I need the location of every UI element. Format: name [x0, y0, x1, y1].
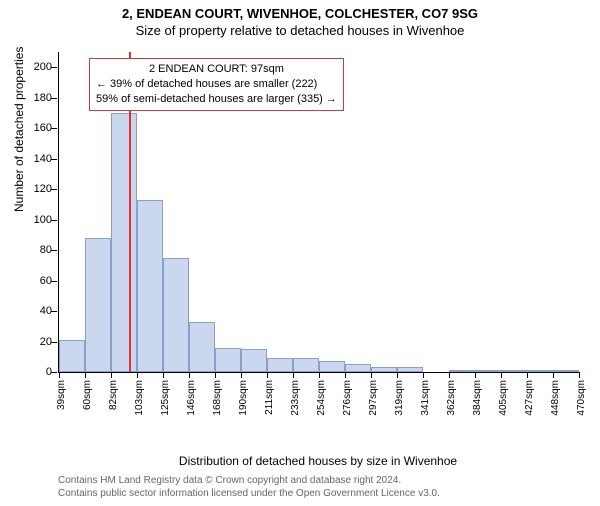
- histogram-bar: [553, 370, 579, 372]
- y-tick-label: 200: [22, 61, 52, 73]
- x-tick-label: 427sqm: [524, 380, 535, 416]
- x-tick: [579, 372, 580, 378]
- x-tick: [527, 372, 528, 378]
- x-tick-label: 341sqm: [420, 380, 431, 416]
- x-tick-label: 60sqm: [82, 380, 93, 410]
- histogram-bar: [527, 370, 553, 372]
- annotation-line-2: ← 39% of detached houses are smaller (22…: [96, 77, 337, 92]
- histogram-bar: [189, 322, 215, 372]
- histogram-bar: [267, 358, 293, 372]
- x-tick-label: 146sqm: [186, 380, 197, 416]
- x-tick: [215, 372, 216, 378]
- x-tick-label: 362sqm: [446, 380, 457, 416]
- y-tick-label: 140: [22, 153, 52, 165]
- x-tick: [397, 372, 398, 378]
- page-subtitle: Size of property relative to detached ho…: [0, 23, 600, 38]
- histogram-bar: [59, 340, 85, 372]
- y-tick-label: 100: [22, 214, 52, 226]
- x-tick: [85, 372, 86, 378]
- annotation-line-1: 2 ENDEAN COURT: 97sqm: [96, 62, 337, 77]
- histogram-bar: [241, 349, 267, 372]
- annotation-box: 2 ENDEAN COURT: 97sqm ← 39% of detached …: [89, 58, 344, 111]
- x-tick-label: 190sqm: [238, 380, 249, 416]
- histogram-bar: [137, 200, 163, 372]
- x-tick-label: 39sqm: [56, 380, 67, 410]
- x-tick: [553, 372, 554, 378]
- y-tick-label: 20: [22, 336, 52, 348]
- footer-line-1: Contains HM Land Registry data © Crown c…: [58, 474, 440, 487]
- histogram-bar: [371, 367, 397, 372]
- y-tick-label: 60: [22, 275, 52, 287]
- plot-area: 39sqm60sqm82sqm103sqm125sqm146sqm168sqm1…: [58, 52, 579, 373]
- x-tick-label: 448sqm: [550, 380, 561, 416]
- histogram-bar: [293, 358, 319, 372]
- annotation-line-3: 59% of semi-detached houses are larger (…: [96, 92, 337, 107]
- x-tick-label: 297sqm: [368, 380, 379, 416]
- x-tick-label: 82sqm: [108, 380, 119, 410]
- x-tick: [189, 372, 190, 378]
- footer-line-2: Contains public sector information licen…: [58, 487, 440, 500]
- x-tick: [423, 372, 424, 378]
- x-tick: [449, 372, 450, 378]
- x-tick: [241, 372, 242, 378]
- x-tick: [501, 372, 502, 378]
- y-tick-label: 160: [22, 122, 52, 134]
- x-tick-label: 276sqm: [342, 380, 353, 416]
- x-tick: [319, 372, 320, 378]
- x-tick-label: 470sqm: [576, 380, 587, 416]
- x-tick: [111, 372, 112, 378]
- footer-attribution: Contains HM Land Registry data © Crown c…: [58, 474, 440, 500]
- x-tick: [137, 372, 138, 378]
- x-tick-label: 233sqm: [290, 380, 301, 416]
- x-tick-label: 125sqm: [160, 380, 171, 416]
- y-tick-label: 40: [22, 305, 52, 317]
- x-tick-label: 405sqm: [498, 380, 509, 416]
- histogram-bar: [215, 348, 241, 372]
- x-tick-label: 319sqm: [394, 380, 405, 416]
- histogram-bar: [501, 370, 527, 372]
- x-tick-label: 103sqm: [134, 380, 145, 416]
- x-tick-label: 168sqm: [212, 380, 223, 416]
- y-tick-label: 120: [22, 183, 52, 195]
- histogram-bar: [397, 367, 423, 372]
- histogram-bar: [111, 113, 137, 372]
- x-tick-label: 384sqm: [472, 380, 483, 416]
- histogram-bar: [85, 238, 111, 372]
- y-tick-label: 180: [22, 92, 52, 104]
- x-tick: [345, 372, 346, 378]
- x-tick: [293, 372, 294, 378]
- x-tick: [59, 372, 60, 378]
- histogram-bar: [319, 361, 345, 372]
- x-tick: [267, 372, 268, 378]
- x-tick: [371, 372, 372, 378]
- x-tick-label: 211sqm: [264, 380, 275, 415]
- histogram-chart: 39sqm60sqm82sqm103sqm125sqm146sqm168sqm1…: [58, 52, 578, 412]
- histogram-bar: [163, 258, 189, 372]
- y-tick-label: 0: [22, 366, 52, 378]
- page-title-address: 2, ENDEAN COURT, WIVENHOE, COLCHESTER, C…: [0, 6, 600, 21]
- x-tick: [475, 372, 476, 378]
- x-tick-label: 254sqm: [316, 380, 327, 416]
- histogram-bar: [475, 370, 501, 372]
- x-axis-label: Distribution of detached houses by size …: [58, 454, 578, 468]
- x-tick: [163, 372, 164, 378]
- y-tick-label: 80: [22, 244, 52, 256]
- histogram-bar: [345, 364, 371, 372]
- histogram-bar: [449, 370, 475, 372]
